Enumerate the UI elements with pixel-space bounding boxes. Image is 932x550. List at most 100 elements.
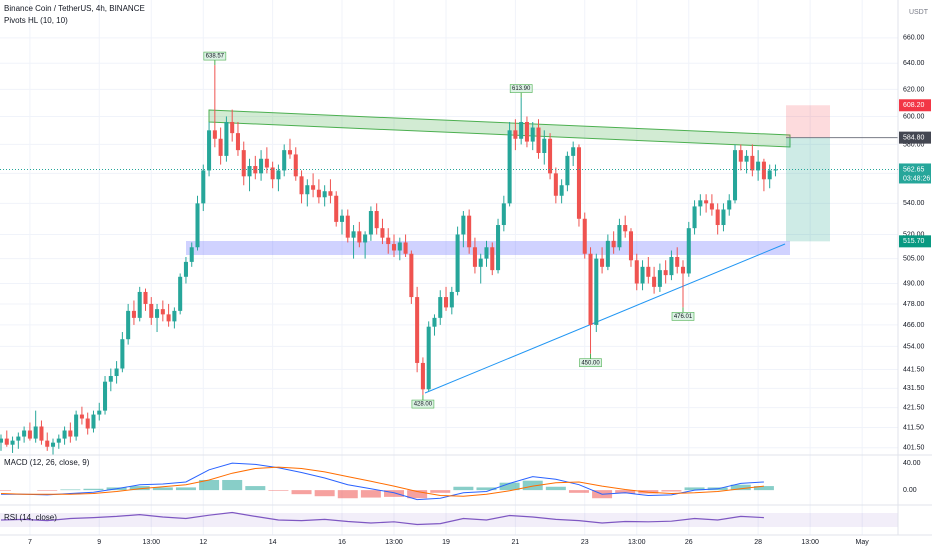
candle-body [484, 247, 489, 259]
candle-body [386, 237, 391, 245]
candle-body [207, 130, 212, 171]
macd-histogram-bar [0, 490, 11, 491]
pivot-box [509, 84, 533, 93]
candle-body [623, 225, 628, 232]
candle-body [218, 138, 223, 156]
candle-body [374, 211, 379, 229]
candle-body [397, 242, 402, 251]
x-tick-label: 13:00 [143, 539, 161, 546]
macd-histogram-bar [314, 490, 335, 497]
macd-histogram-bar [37, 490, 58, 491]
candle-body [761, 161, 766, 180]
candle-body [224, 121, 229, 156]
macd-histogram-bar [83, 488, 104, 491]
macd-histogram-bar [407, 490, 428, 499]
macd-histogram-bar [684, 487, 705, 491]
candle-body [715, 209, 720, 226]
pivot-label: 428.00 [414, 402, 433, 408]
candle-body [432, 317, 437, 327]
pivot-box [671, 312, 695, 321]
candle-body [108, 376, 113, 382]
macd-histogram-bar [661, 490, 682, 492]
candle-body [507, 130, 512, 204]
x-tick-label: 23 [581, 539, 589, 546]
price-label: 515.70 [903, 238, 925, 245]
candle-body [542, 138, 547, 153]
candle-body [415, 297, 420, 363]
macd-histogram-bar [384, 490, 405, 497]
macd-histogram-bar [499, 482, 520, 491]
candle-body [62, 430, 67, 439]
candle-body [235, 133, 240, 151]
candle-body [351, 231, 356, 238]
pivot-label: 613.90 [512, 86, 531, 92]
signal-line [0, 466, 764, 497]
candle-body [126, 310, 131, 340]
y-tick-label: 401.50 [903, 445, 925, 452]
macd-histogram-bar [522, 480, 543, 491]
x-tick-label: 12 [199, 539, 207, 546]
macd-line [1, 462, 764, 501]
candle-body [467, 215, 472, 248]
candle-body [686, 228, 691, 274]
candle-body [576, 147, 581, 219]
candle-body [259, 158, 264, 174]
target-zone [786, 137, 830, 242]
macd-histogram-bar [60, 489, 81, 491]
candle-body [605, 240, 610, 267]
y-tick-label: 540.00 [903, 200, 925, 207]
pivot-label: 450.00 [581, 360, 600, 366]
pivot-box [579, 358, 602, 368]
pivot-box [411, 399, 435, 409]
macd-histogram-bar [730, 484, 751, 491]
x-tick-label: 14 [269, 539, 277, 546]
price-label-box [899, 131, 931, 144]
y-tick-label: 411.50 [903, 424, 924, 431]
macd-tick-label: 40.00 [903, 460, 921, 467]
candle-body [611, 240, 616, 248]
candle-body [634, 260, 639, 284]
macd-histogram-bar [453, 486, 474, 491]
macd-histogram-bar [615, 490, 636, 494]
macd-histogram-bar [753, 486, 774, 491]
candle-body [444, 297, 449, 308]
candle-body [692, 206, 697, 229]
candle-body [316, 189, 321, 198]
candle-body [299, 176, 304, 195]
currency: USDT [909, 9, 929, 16]
candle-body [368, 211, 373, 235]
candle-body [646, 266, 651, 277]
candle-body [114, 368, 119, 377]
macd-tick-label: 0.00 [903, 487, 917, 494]
candle-body [496, 225, 501, 271]
y-tick-label: 505.00 [903, 255, 925, 262]
candle-body [22, 430, 27, 437]
rsi-line [0, 511, 764, 526]
candle-body [311, 185, 316, 190]
y-tick-label: 520.00 [903, 231, 925, 238]
candle-body [241, 150, 246, 177]
candle-body [85, 418, 90, 429]
price-label-box [899, 99, 931, 112]
candle-body [767, 170, 772, 180]
candle-body [640, 266, 645, 284]
y-tick-label: 466.00 [903, 322, 925, 329]
candle-body [680, 266, 686, 274]
candle-body [172, 310, 177, 322]
candle-body [195, 203, 200, 248]
candle-body [455, 234, 460, 292]
macd-histogram-bar [222, 479, 243, 491]
price-label-box [899, 235, 931, 248]
y-tick-label: 600.00 [903, 113, 925, 120]
candle-body [536, 127, 541, 153]
candle-body [744, 155, 749, 162]
y-tick-label: 640.00 [903, 60, 925, 67]
candle-body [160, 309, 165, 315]
candle-body [27, 430, 32, 439]
pivot-box [203, 51, 227, 61]
y-tick-label: 421.50 [903, 405, 925, 412]
candle-body [501, 203, 506, 226]
candle-body [698, 200, 703, 207]
candle-body [513, 130, 518, 139]
